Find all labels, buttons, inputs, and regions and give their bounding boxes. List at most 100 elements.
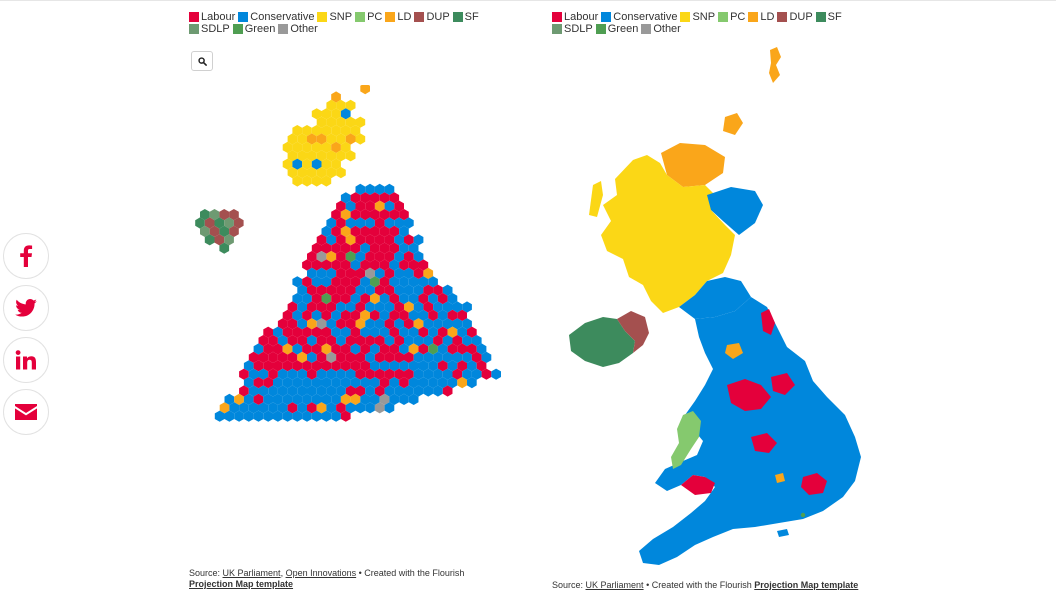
constituency-hex[interactable] <box>258 385 269 397</box>
constituency-hex[interactable] <box>287 335 298 347</box>
constituency-hex[interactable] <box>297 368 307 380</box>
constituency-hex[interactable] <box>282 343 293 355</box>
constituency-hex[interactable] <box>268 351 278 363</box>
constituency-hex[interactable] <box>428 360 438 372</box>
constituency-hex[interactable] <box>302 343 312 355</box>
legend-item-dup[interactable]: DUP <box>414 11 450 23</box>
constituency-hex[interactable] <box>253 393 264 405</box>
constituency-hex[interactable] <box>282 377 293 389</box>
constituency-hex[interactable] <box>355 335 366 347</box>
constituency-hex[interactable] <box>302 259 312 271</box>
constituency-hex[interactable] <box>345 284 356 296</box>
constituency-hex[interactable] <box>467 326 477 338</box>
constituency-hex[interactable] <box>282 393 293 405</box>
constituency-hex[interactable] <box>365 368 375 380</box>
constituency-hex[interactable] <box>307 284 317 296</box>
legend-item-pc[interactable]: PC <box>355 11 382 23</box>
constituency-hex[interactable] <box>340 276 351 288</box>
constituency-hex[interactable] <box>282 360 293 372</box>
constituency-hex[interactable] <box>214 410 225 422</box>
constituency-hex[interactable] <box>273 360 283 372</box>
constituency-hex[interactable] <box>413 284 424 296</box>
constituency-hex[interactable] <box>360 259 370 271</box>
constituency-hex[interactable] <box>462 368 472 380</box>
constituency-hex[interactable] <box>336 402 346 414</box>
legend-item-ld[interactable]: LD <box>385 11 411 23</box>
constituency-hex[interactable] <box>384 267 395 279</box>
constituency-hex[interactable] <box>209 209 220 221</box>
region-brighton-green[interactable] <box>800 512 806 518</box>
constituency-hex[interactable] <box>331 343 341 355</box>
constituency-hex[interactable] <box>394 217 404 229</box>
constituency-hex[interactable] <box>219 209 230 221</box>
constituency-hex[interactable] <box>273 377 283 389</box>
constituency-hex[interactable] <box>428 343 438 355</box>
constituency-hex[interactable] <box>292 125 303 137</box>
constituency-hex[interactable] <box>311 158 322 170</box>
constituency-hex[interactable] <box>413 385 424 397</box>
constituency-hex[interactable] <box>428 276 438 288</box>
constituency-hex[interactable] <box>413 335 424 347</box>
constituency-hex[interactable] <box>399 393 409 405</box>
constituency-hex[interactable] <box>302 360 312 372</box>
constituency-hex[interactable] <box>219 242 230 254</box>
constituency-hex[interactable] <box>408 309 419 321</box>
constituency-hex[interactable] <box>282 410 293 422</box>
constituency-hex[interactable] <box>365 351 375 363</box>
constituency-hex[interactable] <box>292 158 303 170</box>
constituency-hex[interactable] <box>423 351 434 363</box>
facebook-share-button[interactable] <box>3 233 49 279</box>
constituency-hex[interactable] <box>273 393 283 405</box>
constituency-hex[interactable] <box>399 209 409 221</box>
constituency-hex[interactable] <box>316 167 327 179</box>
constituency-hex[interactable] <box>394 335 404 347</box>
constituency-hex[interactable] <box>340 192 351 204</box>
constituency-hex[interactable] <box>287 351 298 363</box>
constituency-hex[interactable] <box>282 141 293 153</box>
constituency-hex[interactable] <box>326 318 337 330</box>
constituency-hex[interactable] <box>355 351 366 363</box>
constituency-hex[interactable] <box>379 293 390 305</box>
constituency-hex[interactable] <box>331 259 341 271</box>
constituency-hex[interactable] <box>437 360 448 372</box>
region-borders-con[interactable] <box>679 277 751 319</box>
constituency-hex[interactable] <box>374 234 385 246</box>
constituency-hex[interactable] <box>326 150 337 162</box>
constituency-hex[interactable] <box>248 368 259 380</box>
constituency-hex[interactable] <box>263 360 273 372</box>
constituency-hex[interactable] <box>418 293 429 305</box>
constituency-hex[interactable] <box>399 259 409 271</box>
constituency-hex[interactable] <box>374 301 385 313</box>
constituency-hex[interactable] <box>243 377 254 389</box>
region-highlands-ld[interactable] <box>661 143 725 187</box>
constituency-hex[interactable] <box>345 251 356 263</box>
constituency-hex[interactable] <box>253 343 264 355</box>
constituency-hex[interactable] <box>302 410 312 422</box>
constituency-hex[interactable] <box>282 326 293 338</box>
region-yorkshire-labour[interactable] <box>771 373 795 395</box>
projection-map-template-link[interactable]: Projection Map template <box>754 580 858 590</box>
constituency-hex[interactable] <box>433 318 443 330</box>
constituency-hex[interactable] <box>307 335 317 347</box>
constituency-hex[interactable] <box>331 225 341 237</box>
constituency-hex[interactable] <box>326 267 337 279</box>
constituency-hex[interactable] <box>394 267 404 279</box>
region-hebrides[interactable] <box>589 181 603 217</box>
constituency-hex[interactable] <box>384 368 395 380</box>
constituency-hex[interactable] <box>389 242 400 254</box>
constituency-hex[interactable] <box>365 267 375 279</box>
constituency-hex[interactable] <box>355 234 366 246</box>
constituency-hex[interactable] <box>471 335 482 347</box>
constituency-hex[interactable] <box>360 377 370 389</box>
constituency-hex[interactable] <box>389 293 400 305</box>
constituency-hex[interactable] <box>243 393 254 405</box>
constituency-hex[interactable] <box>399 293 409 305</box>
constituency-hex[interactable] <box>277 318 288 330</box>
constituency-hex[interactable] <box>365 183 375 195</box>
constituency-hex[interactable] <box>321 259 332 271</box>
constituency-hex[interactable] <box>374 200 385 212</box>
constituency-hex[interactable] <box>418 360 429 372</box>
constituency-hex[interactable] <box>365 284 375 296</box>
constituency-hex[interactable] <box>428 293 438 305</box>
constituency-hex[interactable] <box>452 318 463 330</box>
